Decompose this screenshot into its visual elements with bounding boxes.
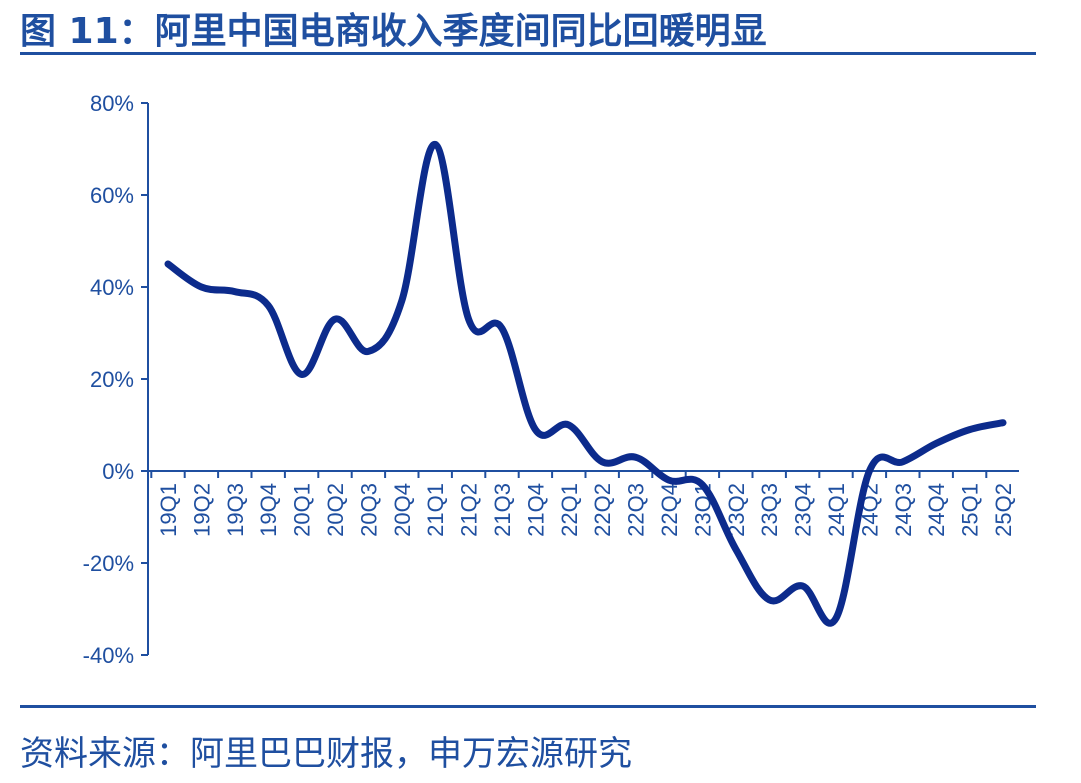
figure-title: 图 11：阿里中国电商收入季度间同比回暖明显 (20, 11, 767, 52)
x-tick-label: 25Q2 (991, 483, 1016, 537)
x-tick-label: 19Q1 (156, 483, 181, 537)
data-point (568, 425, 569, 426)
data-point (902, 461, 903, 462)
x-tick-label: 19Q2 (189, 483, 214, 537)
y-tick-label: -20% (83, 551, 134, 576)
x-tick-label: 21Q2 (457, 483, 482, 537)
x-tick-label: 24Q1 (824, 483, 849, 537)
data-point (401, 300, 402, 301)
data-point (201, 287, 202, 288)
y-tick-label: 80% (90, 91, 134, 116)
x-tick-label: 22Q1 (557, 483, 582, 537)
data-point (1003, 422, 1004, 423)
x-tick-label: 22Q4 (657, 483, 682, 537)
y-tick-label: 0% (102, 459, 134, 484)
series-group (164, 140, 1007, 627)
x-tick-label: 23Q1 (690, 483, 715, 537)
data-point (936, 443, 937, 444)
data-point (301, 374, 302, 375)
data-point (502, 328, 503, 329)
data-point (635, 457, 636, 458)
series-line (164, 140, 1007, 627)
x-tick-label: 21Q1 (423, 483, 448, 537)
data-point (735, 549, 736, 550)
data-point (669, 480, 670, 481)
data-point (368, 351, 369, 352)
data-point (702, 484, 703, 485)
x-tick-label: 19Q3 (223, 483, 248, 537)
y-axis: 80% 60% 40% 20% 0% -20% -40% (83, 91, 149, 668)
y-tick-label: -40% (83, 643, 134, 668)
x-tick-label: 22Q3 (624, 483, 649, 537)
data-point (836, 618, 837, 619)
x-tick-label: 20Q4 (390, 483, 415, 537)
source-note: 资料来源：阿里巴巴财报，申万宏源研究 (20, 734, 632, 774)
data-point (268, 305, 269, 306)
x-tick-label: 21Q4 (523, 483, 548, 537)
x-tick-label: 21Q3 (490, 483, 515, 537)
data-point (769, 599, 770, 600)
x-tick-label: 23Q3 (757, 483, 782, 537)
data-point (802, 586, 803, 587)
data-point (969, 429, 970, 430)
data-point (234, 291, 235, 292)
x-tick-label: 20Q2 (323, 483, 348, 537)
data-point (869, 471, 870, 472)
x-tick-label: 25Q1 (958, 483, 983, 537)
title-rule (20, 52, 1036, 55)
x-tick-label: 20Q3 (356, 483, 381, 537)
data-point (535, 429, 536, 430)
data-point (468, 319, 469, 320)
data-point (168, 264, 169, 265)
x-axis: 19Q1 19Q2 19Q3 19Q4 20Q1 20Q2 20Q3 20Q4 21Q1 21Q2… (148, 470, 1019, 537)
y-tick-label: 40% (90, 275, 134, 300)
source-rule (20, 705, 1036, 708)
data-point (335, 319, 336, 320)
x-tick-label: 20Q1 (290, 483, 315, 537)
y-tick-label: 20% (90, 367, 134, 392)
x-tick-label: 24Q4 (924, 483, 949, 537)
y-tick-label: 60% (90, 183, 134, 208)
data-point (435, 144, 436, 145)
x-tick-label: 22Q2 (590, 483, 615, 537)
data-point (602, 461, 603, 462)
x-tick-label: 19Q4 (256, 483, 281, 537)
x-tick-label: 23Q4 (791, 483, 816, 537)
x-tick-label: 24Q3 (891, 483, 916, 537)
